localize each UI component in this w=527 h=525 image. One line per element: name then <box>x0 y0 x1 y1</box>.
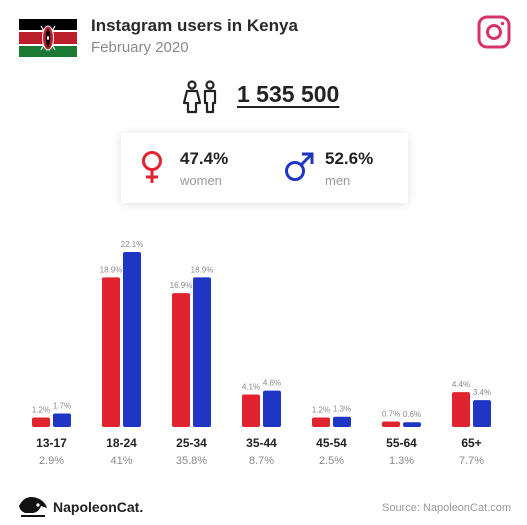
bar-women-13-17 <box>32 417 50 427</box>
women-percent: 47.4% <box>180 149 229 168</box>
men-percent: 52.6% <box>325 149 374 168</box>
bar-men-65+ <box>473 400 491 427</box>
page-subtitle: February 2020 <box>91 39 189 56</box>
bar-value-label: 3.4% <box>473 388 491 397</box>
category-label: 35-44 <box>246 436 277 450</box>
bar-value-label: 16.9% <box>170 281 193 290</box>
bar-women-25-34 <box>172 293 190 427</box>
bar-value-label: 4.6% <box>263 379 281 388</box>
bar-value-label: 1.2% <box>312 405 330 414</box>
bar-value-label: 4.4% <box>452 380 470 389</box>
category-total-label: 35.8% <box>176 455 207 467</box>
bar-value-label: 0.6% <box>403 410 421 419</box>
category-total-label: 2.5% <box>319 455 344 467</box>
category-label: 25-34 <box>176 436 207 450</box>
category-total-label: 1.3% <box>389 455 414 467</box>
bar-men-18-24 <box>123 252 141 427</box>
bar-value-label: 18.9% <box>100 265 123 274</box>
category-total-label: 41% <box>110 455 132 467</box>
bar-value-label: 1.2% <box>32 405 50 414</box>
napoleoncat-logo-icon <box>19 497 47 517</box>
instagram-icon <box>477 15 511 49</box>
bar-value-label: 4.1% <box>242 383 260 392</box>
men-label: men <box>325 173 351 188</box>
bar-men-35-44 <box>263 390 281 427</box>
bar-men-45-54 <box>333 416 351 427</box>
gender-card: 47.4% women 52.6% men <box>121 133 408 203</box>
bar-women-18-24 <box>102 277 120 427</box>
bar-value-label: 18.9% <box>191 265 214 274</box>
female-icon <box>142 151 162 183</box>
people-icon <box>183 80 217 114</box>
category-label: 45-54 <box>316 436 347 450</box>
bar-men-13-17 <box>53 413 71 427</box>
category-label: 55-64 <box>386 436 417 450</box>
bar-women-65+ <box>452 392 470 427</box>
total-users: 1 535 500 <box>237 81 340 107</box>
category-total-label: 8.7% <box>249 455 274 467</box>
bar-value-label: 1.7% <box>53 402 71 411</box>
brand-name: NapoleonCat. <box>53 499 144 515</box>
bar-women-55-64 <box>382 421 400 427</box>
category-label: 18-24 <box>106 436 137 450</box>
bar-men-55-64 <box>403 422 421 427</box>
bar-women-35-44 <box>242 394 260 427</box>
bar-women-45-54 <box>312 417 330 427</box>
source-text: Source: NapoleonCat.com <box>381 502 511 514</box>
age-bar-chart: 1.2% 1.7%13-172.9%18.9%22.1%18-2441%16.9%… <box>32 240 491 467</box>
category-total-label: 2.9% <box>39 455 64 467</box>
category-total-label: 7.7% <box>459 455 484 467</box>
kenya-flag-icon <box>19 19 77 57</box>
page-title: Instagram users in Kenya <box>91 16 298 35</box>
category-label: 65+ <box>461 436 481 450</box>
male-icon <box>285 152 314 181</box>
women-label: women <box>180 173 222 188</box>
category-label: 13-17 <box>36 436 67 450</box>
bar-value-label: 0.7% <box>382 409 400 418</box>
bar-value-label: 1.3% <box>333 405 351 414</box>
bar-value-label: 22.1% <box>121 240 144 249</box>
bar-men-25-34 <box>193 277 211 427</box>
